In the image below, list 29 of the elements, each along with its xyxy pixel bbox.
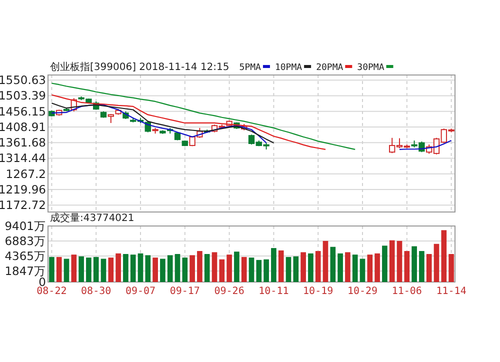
y-tick-label: 6883万	[4, 234, 46, 248]
x-tick-label: 11-14	[436, 286, 466, 297]
y-tick-label: 1550.63	[0, 73, 46, 88]
x-tick-label: 10-19	[303, 286, 334, 297]
x-tick-label: 09-17	[170, 286, 200, 297]
y-tick-label: 1267.2	[6, 166, 46, 181]
x-tick-label: 08-30	[81, 286, 112, 297]
y-tick-label: 1847万	[4, 264, 46, 278]
y-tick-label: 1503.39	[0, 88, 46, 103]
legend-label: 10PMA	[274, 63, 303, 73]
y-tick-label: 1172.72	[0, 198, 46, 212]
x-tick-label: 09-07	[125, 286, 156, 297]
y-tick-label: 1361.68	[0, 136, 46, 150]
legend-label: 30PMA	[357, 63, 385, 73]
legend-label: 20PMA	[316, 63, 344, 73]
y-tick-label: 9401万	[4, 219, 46, 233]
y-tick-label: 1219.96	[0, 182, 46, 197]
y-tick-label: 1314.44	[0, 151, 46, 166]
chart-title: 成交量:43774021	[50, 212, 134, 224]
legend-label: 5PMA	[239, 63, 262, 73]
x-tick-label: 11-06	[392, 286, 422, 297]
x-tick-label: 09-26	[214, 286, 244, 297]
x-tick-label: 10-11	[258, 286, 289, 297]
x-tick-label: 10-29	[347, 286, 378, 297]
chart-title: 创业板指[399006] 2018-11-14 12:15	[50, 61, 230, 73]
y-tick-label: 1456.15	[0, 104, 46, 118]
y-tick-label: 1408.91	[0, 120, 46, 134]
y-tick-label: 4365万	[4, 249, 46, 263]
x-tick-label: 08-22	[36, 286, 67, 297]
